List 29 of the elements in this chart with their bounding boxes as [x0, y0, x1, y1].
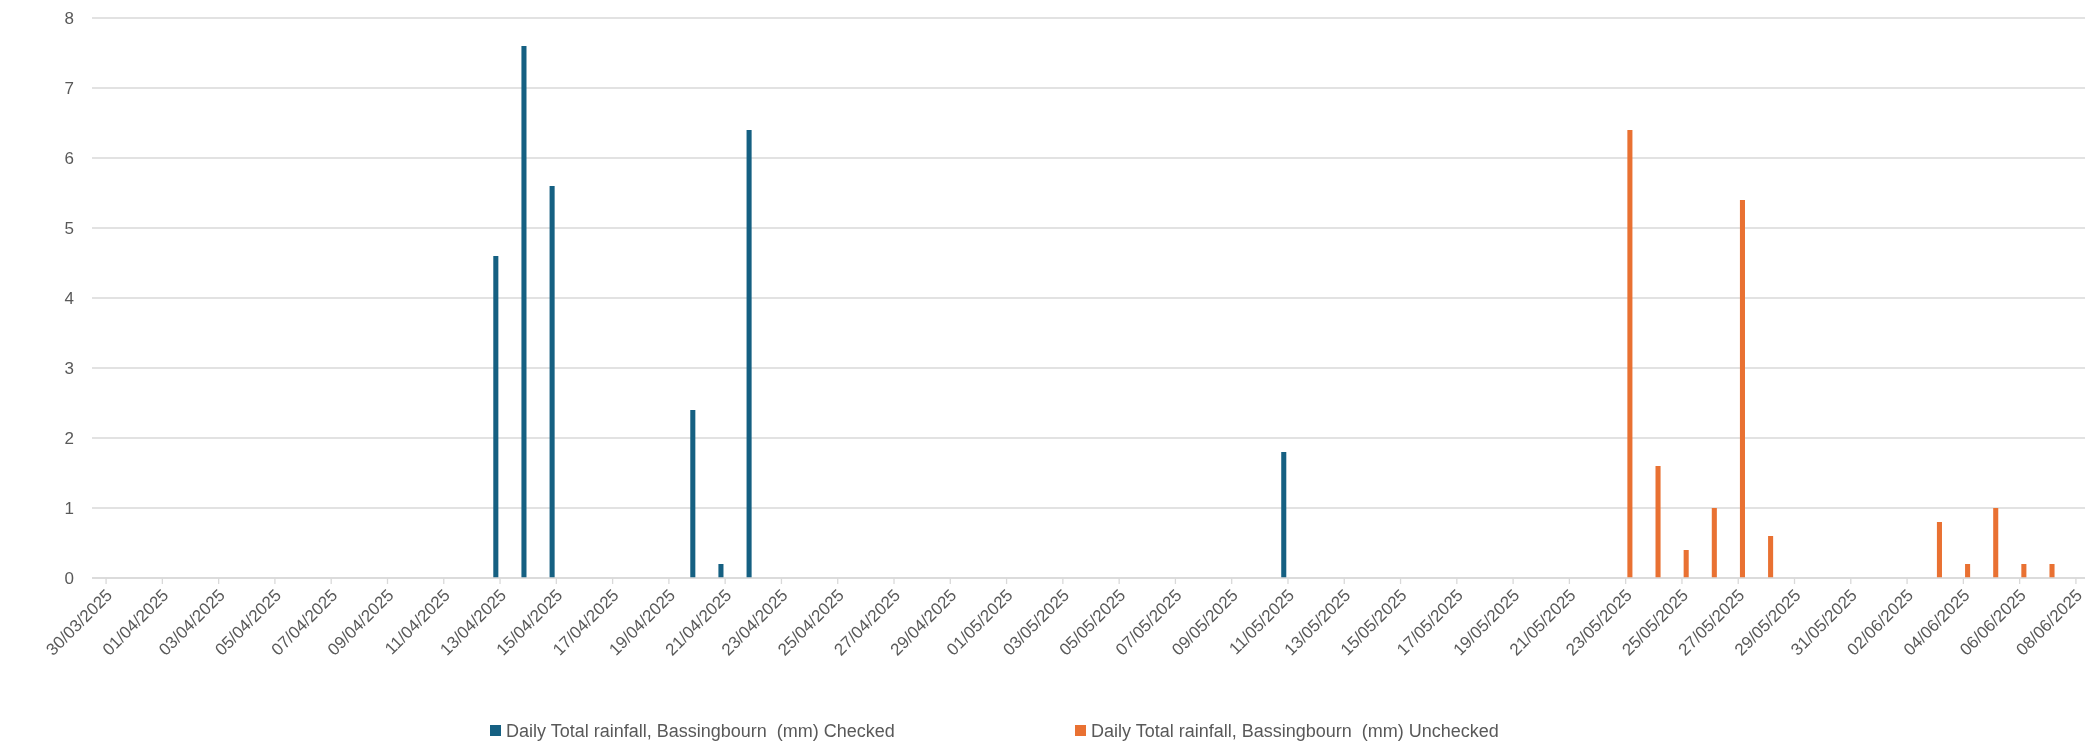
y-tick-label: 2 [64, 428, 74, 448]
bar [521, 46, 527, 578]
y-tick-label: 5 [64, 218, 74, 238]
bar [1627, 130, 1633, 578]
legend-label: Daily Total rainfall, Bassingbourn (mm) Unchecked [1091, 720, 1499, 741]
y-tick-label: 0 [64, 568, 74, 588]
bar [746, 130, 752, 578]
bar [1936, 522, 1942, 578]
bar [1965, 564, 1971, 578]
legend-label: Daily Total rainfall, Bassingbourn (mm) Checked [506, 720, 895, 741]
bar [2049, 564, 2055, 578]
y-tick-label: 1 [64, 498, 74, 518]
bar [718, 564, 724, 578]
y-tick-label: 3 [64, 358, 74, 378]
bar [1739, 200, 1745, 578]
bar [2021, 564, 2027, 578]
bar [1281, 452, 1287, 578]
y-tick-label: 4 [64, 288, 74, 308]
bar [1711, 508, 1717, 578]
y-tick-label: 8 [64, 8, 74, 28]
bar [1655, 466, 1661, 578]
y-tick-label: 7 [64, 78, 74, 98]
y-tick-label: 6 [64, 148, 74, 168]
bar [1683, 550, 1689, 578]
bar [549, 186, 555, 578]
bar [493, 256, 499, 578]
bar [1993, 508, 1999, 578]
bar [690, 410, 696, 578]
bar [1768, 536, 1774, 578]
